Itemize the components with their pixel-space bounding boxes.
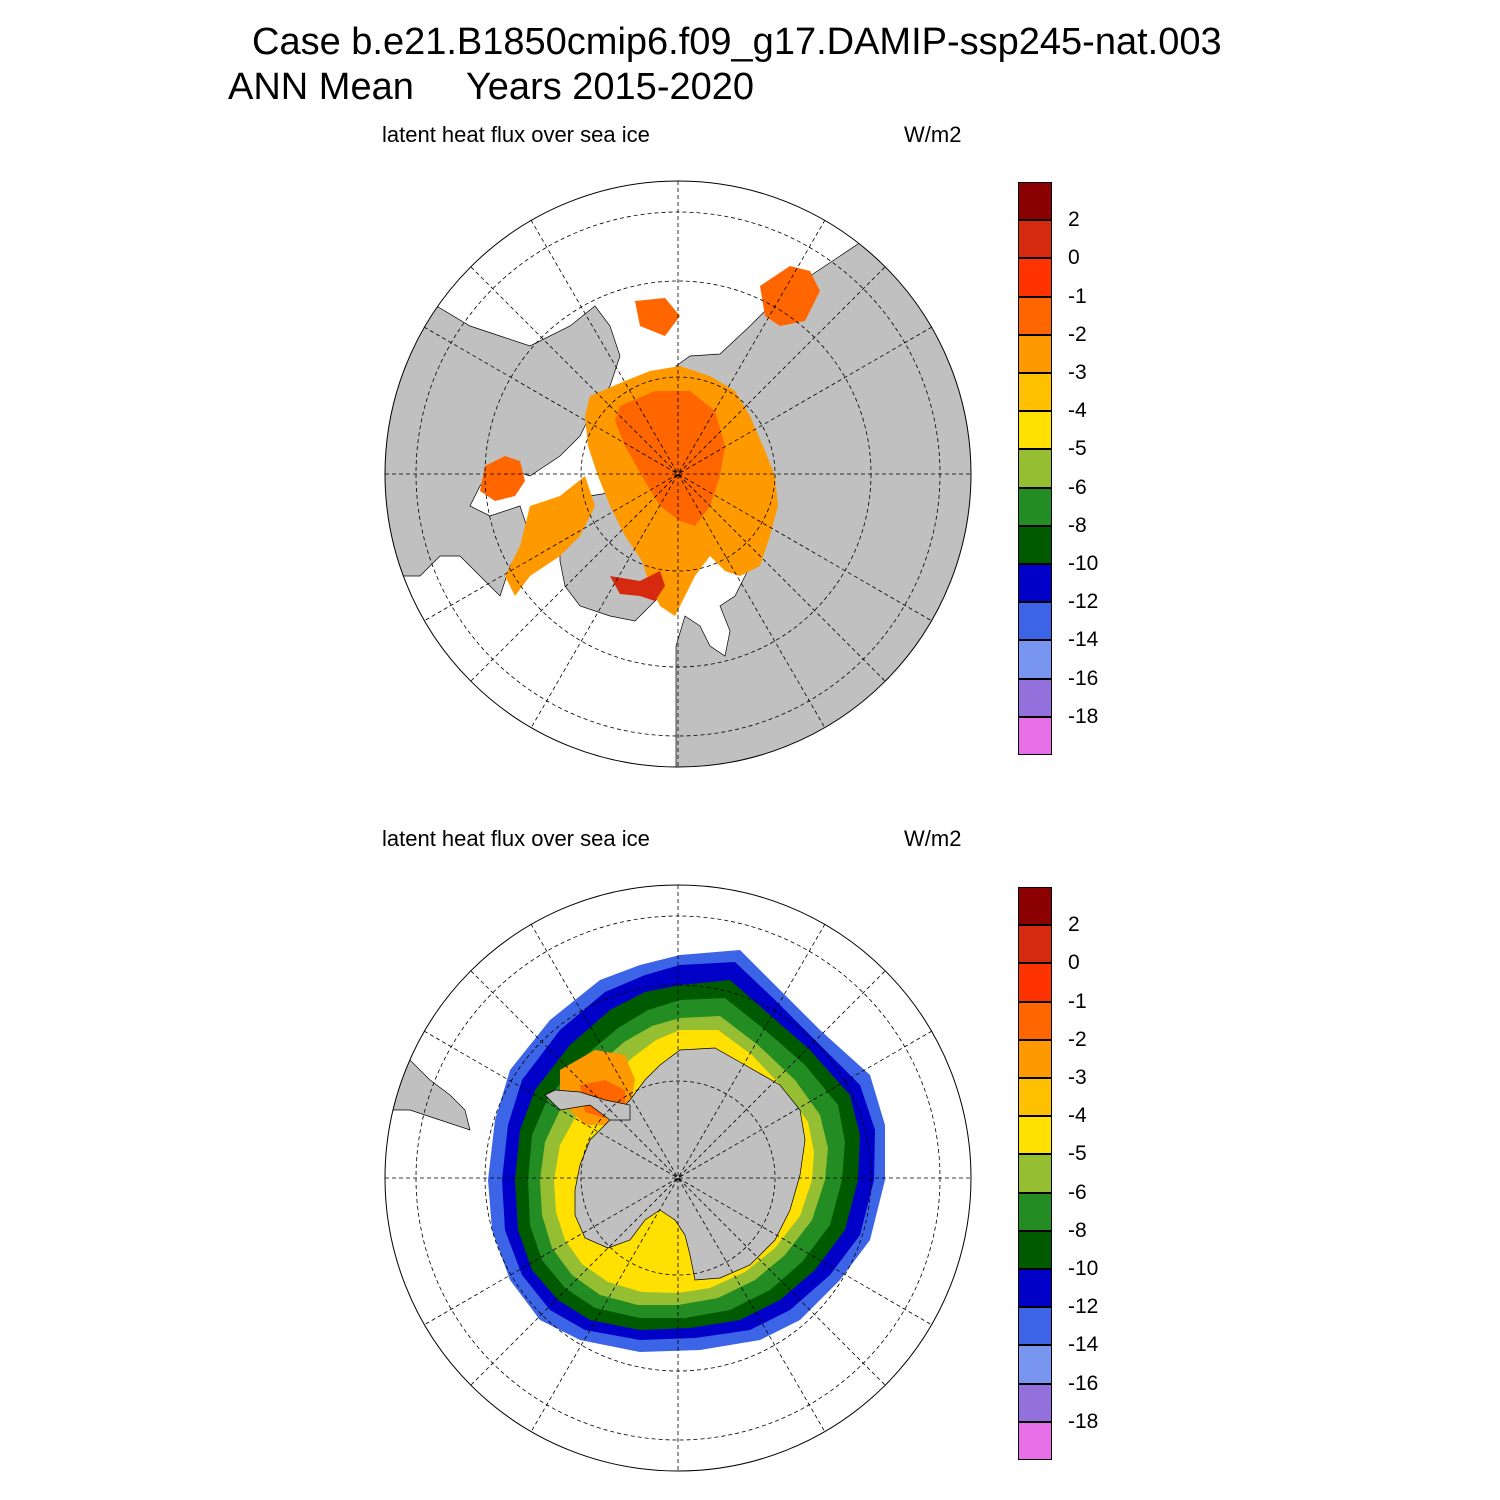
arctic-sea-ice-bering	[635, 298, 680, 336]
north-colorbar-cell	[1018, 258, 1052, 297]
north-colorbar-cell	[1018, 411, 1052, 450]
north-colorbar-cell	[1018, 640, 1052, 679]
south-colorbar-cell	[1018, 1230, 1052, 1269]
arctic-sea-ice-okhotsk	[760, 266, 820, 326]
north-colorbar-tick-label: -1	[1068, 284, 1087, 308]
north-colorbar-tick-label: -14	[1068, 628, 1099, 652]
figure-title-line2: ANN Mean Years 2015-2020	[228, 66, 755, 108]
arctic-sea-ice-hudson	[480, 456, 525, 501]
south-colorbar-cell	[1018, 963, 1052, 1002]
south-colorbar-tick-label: -6	[1068, 1180, 1087, 1204]
south-colorbar-tick-label: -18	[1068, 1409, 1099, 1433]
south-colorbar-cell	[1018, 1421, 1052, 1460]
south-colorbar-tick-label: -10	[1068, 1257, 1099, 1280]
south-colorbar-cell	[1018, 1383, 1052, 1422]
south-colorbar-tick-label: -5	[1068, 1142, 1087, 1166]
arctic-sea-ice-baffin	[505, 476, 595, 596]
arctic-sea-ice-east-greenland	[610, 571, 665, 601]
north-colorbar-tick-label: -4	[1068, 399, 1087, 423]
south-colorbar-cell	[1018, 925, 1052, 964]
arctic-sea-ice-core	[615, 391, 725, 526]
south-panel-left-label: latent heat flux over sea ice	[382, 826, 650, 851]
north-colorbar-cell	[1018, 716, 1052, 755]
north-colorbar-cell	[1018, 373, 1052, 412]
north-colorbar-tick-label: -18	[1068, 704, 1099, 728]
north-colorbar-cell	[1018, 182, 1052, 221]
south-colorbar-cell	[1018, 1039, 1052, 1078]
south-colorbar-tick-label: -12	[1068, 1295, 1099, 1319]
north-colorbar-tick-label: -16	[1068, 666, 1099, 690]
south-colorbar-tick-label: -3	[1068, 1066, 1087, 1089]
arctic-map-frame	[384, 180, 972, 768]
south-colorbar-tick-label: -16	[1068, 1371, 1099, 1395]
south-colorbar-cell	[1018, 1269, 1052, 1308]
north-colorbar-tick-label: -12	[1068, 590, 1099, 614]
figure-title-line1: Case b.e21.B1850cmip6.f09_g17.DAMIP-ssp2…	[252, 21, 1222, 63]
south-colorbar-cell	[1018, 1001, 1052, 1040]
north-colorbar-tick-label: -3	[1068, 361, 1087, 384]
south-colorbar-tick-label: 2	[1068, 913, 1080, 937]
north-panel-left-label: latent heat flux over sea ice	[382, 122, 650, 147]
south-colorbar-cell	[1018, 1116, 1052, 1155]
south-colorbar-cell	[1018, 887, 1052, 926]
north-colorbar-tick-label: -2	[1068, 322, 1087, 346]
south-colorbar-cell	[1018, 1078, 1052, 1117]
north-colorbar-cell	[1018, 334, 1052, 373]
antarctic-land-antarctica	[574, 1047, 806, 1281]
south-colorbar-cell	[1018, 1154, 1052, 1193]
south-colorbar-tick-label: 0	[1068, 951, 1080, 975]
north-colorbar-tick-label: -5	[1068, 437, 1087, 461]
antarctic-map-frame	[384, 884, 972, 1472]
south-colorbar-tick-label: -1	[1068, 989, 1087, 1013]
south-colorbar-tick-label: -4	[1068, 1104, 1087, 1128]
north-colorbar-cell	[1018, 296, 1052, 335]
north-colorbar-cell	[1018, 678, 1052, 717]
north-colorbar-tick-label: 2	[1068, 208, 1080, 232]
antarctic-map	[384, 884, 972, 1472]
north-panel-units-label: W/m2	[904, 122, 962, 147]
north-colorbar-cell	[1018, 525, 1052, 564]
south-colorbar-cell	[1018, 1192, 1052, 1231]
north-colorbar-tick-label: 0	[1068, 246, 1080, 270]
south-colorbar-tick-label: -2	[1068, 1027, 1087, 1051]
north-colorbar-tick-label: -10	[1068, 552, 1099, 575]
north-colorbar-cell	[1018, 564, 1052, 603]
north-colorbar-cell	[1018, 602, 1052, 641]
north-colorbar-tick-label: -8	[1068, 513, 1087, 537]
north-colorbar-cell	[1018, 449, 1052, 488]
antarctic-land-peninsula	[544, 1089, 631, 1121]
south-colorbar-cell	[1018, 1345, 1052, 1384]
south-colorbar-tick-label: -8	[1068, 1218, 1087, 1242]
north-colorbar-cell	[1018, 487, 1052, 526]
south-colorbar-cell	[1018, 1307, 1052, 1346]
arctic-map	[384, 180, 972, 768]
south-panel-units-label: W/m2	[904, 826, 962, 851]
north-colorbar-cell	[1018, 220, 1052, 259]
south-colorbar-tick-label: -14	[1068, 1333, 1099, 1357]
north-colorbar-tick-label: -6	[1068, 475, 1087, 499]
